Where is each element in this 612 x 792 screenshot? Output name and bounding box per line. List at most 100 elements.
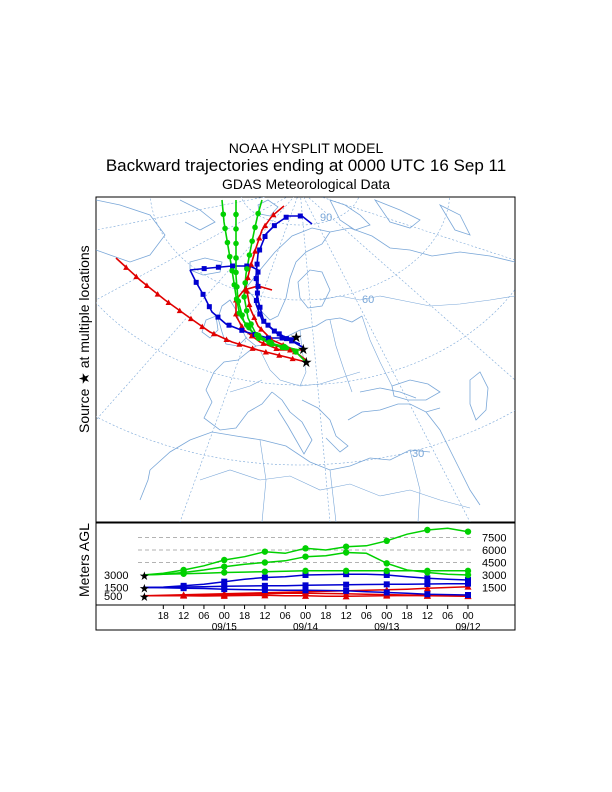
- start-height-label: 1500: [104, 583, 128, 595]
- map-marker-square: [239, 327, 245, 333]
- height-marker-blue-2: [221, 586, 228, 593]
- time-tick-label: 12: [422, 611, 434, 622]
- date-label: 09/14: [293, 622, 318, 633]
- map-marker-square: [244, 263, 250, 269]
- height-marker-green-2: [261, 548, 269, 555]
- map-marker-circle: [279, 344, 286, 351]
- time-tick-label: 06: [198, 611, 210, 622]
- chart-subtitle: GDAS Meteorological Data: [221, 176, 391, 192]
- map-marker-square: [254, 261, 260, 267]
- map-marker-triangle: [246, 301, 253, 308]
- height-marker-green-3: [261, 559, 269, 566]
- height-marker-green-1: [342, 567, 350, 575]
- source-star-icon: ★: [300, 354, 313, 370]
- height-marker-green-3: [383, 560, 390, 567]
- height-marker-blue-3: [343, 571, 350, 578]
- map-marker-square: [265, 322, 271, 328]
- map-marker-square: [193, 279, 199, 285]
- map-marker-square: [201, 266, 207, 272]
- map-marker-square: [257, 311, 263, 317]
- time-tick-label: 00: [462, 611, 474, 622]
- map-marker-triangle: [187, 315, 194, 322]
- height-marker-blue-2: [343, 587, 350, 594]
- map-marker-square: [257, 247, 263, 253]
- time-tick-label: 06: [280, 611, 292, 622]
- height-marker-green-3: [464, 571, 472, 579]
- height-marker-blue-2: [302, 587, 309, 594]
- height-marker-blue-3: [465, 577, 471, 583]
- height-series: [142, 526, 472, 600]
- height-marker-blue-1: [465, 580, 471, 587]
- map-marker-triangle: [251, 314, 258, 320]
- time-tick-label: 12: [259, 611, 271, 622]
- map-marker-triangle: [256, 235, 263, 241]
- start-star-icon: ★: [139, 582, 150, 596]
- map-marker-square: [200, 291, 206, 297]
- height-marker-green-1: [302, 567, 309, 575]
- map-marker-square: [255, 269, 261, 275]
- lat-label-60: 60: [362, 294, 374, 306]
- height-marker-blue-1: [383, 581, 390, 588]
- height-marker-blue-3: [383, 572, 390, 578]
- height-marker-blue-2: [261, 587, 268, 593]
- map-marker-square: [262, 233, 268, 239]
- time-tick-label: 00: [300, 611, 312, 622]
- map-marker-circle: [233, 240, 239, 247]
- map-marker-triangle: [176, 307, 183, 314]
- time-tick-label: 18: [402, 611, 414, 622]
- map-marker-triangle: [249, 345, 256, 351]
- map-marker-circle: [253, 332, 260, 338]
- height-marker-green-3: [424, 569, 431, 576]
- map-marker-square: [271, 223, 277, 229]
- date-label: 09/15: [212, 622, 237, 633]
- source-star-icon: ★: [297, 341, 310, 357]
- map-marker-triangle: [223, 336, 230, 342]
- time-tick-label: 18: [320, 611, 332, 622]
- map-marker-square: [253, 276, 259, 282]
- height-marker-green-1: [221, 569, 228, 576]
- height-marker-blue-2: [424, 591, 431, 598]
- map-marker-square: [297, 213, 303, 219]
- map-marker-triangle: [210, 330, 217, 337]
- map-marker-triangle: [252, 248, 259, 254]
- lat-label-30: 30: [412, 448, 424, 460]
- map-marker-triangle: [199, 323, 206, 330]
- height-marker-green-1: [383, 567, 390, 575]
- map-marker-square: [283, 214, 289, 220]
- height-marker-green-2: [464, 528, 472, 535]
- map-marker-triangle: [133, 273, 140, 280]
- map-marker-circle: [252, 224, 258, 231]
- height-marker-blue-3: [221, 578, 228, 585]
- map-marker-circle: [229, 267, 235, 274]
- time-tick-label: 12: [178, 611, 190, 622]
- height-axis-tick-label: 7500: [482, 533, 506, 545]
- time-tick-label: 12: [341, 611, 353, 622]
- map-marker-triangle: [258, 326, 265, 332]
- height-marker-red-3: [220, 590, 228, 597]
- map-marker-square: [215, 264, 221, 270]
- start-star-icon: ★: [139, 569, 150, 583]
- time-tick-label: 00: [219, 611, 231, 622]
- time-tick-label: 00: [381, 611, 393, 622]
- height-marker-green-3: [221, 563, 228, 570]
- height-marker-green-3: [342, 549, 350, 556]
- height-marker-blue-3: [261, 574, 268, 581]
- map-marker-square: [206, 304, 212, 310]
- height-marker-blue-2: [383, 589, 390, 596]
- height-marker-green-2: [383, 537, 390, 545]
- map-marker-triangle: [262, 348, 269, 355]
- map-marker-triangle: [165, 299, 172, 306]
- map-marker-triangle: [248, 261, 255, 267]
- time-tick-label: 06: [361, 611, 373, 622]
- height-marker-green-2: [302, 545, 309, 552]
- start-star-icon: ★: [139, 590, 150, 604]
- map-marker-triangle: [123, 264, 130, 270]
- chart-title-model: NOAA HYSPLIT MODEL: [228, 140, 384, 156]
- map-marker-square: [279, 335, 285, 341]
- height-axis-tick-label: 3000: [482, 570, 506, 582]
- date-label: 09/12: [455, 622, 480, 633]
- map-marker-circle: [226, 253, 233, 260]
- map-marker-circle: [233, 226, 239, 232]
- height-marker-green-2: [342, 543, 350, 550]
